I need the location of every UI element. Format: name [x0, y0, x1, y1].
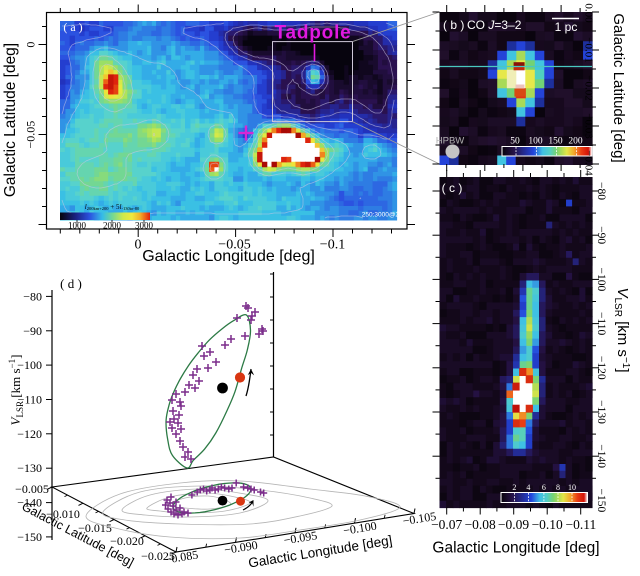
svg-text:−0.005: −0.005	[15, 482, 49, 496]
svg-text:50: 50	[510, 137, 520, 147]
svg-text:Galactic Longitude [deg]: Galactic Longitude [deg]	[142, 248, 315, 265]
svg-text:−150: −150	[595, 489, 607, 513]
svg-text:1000: 1000	[68, 221, 87, 231]
svg-text:−120: −120	[595, 356, 607, 380]
svg-text:−0.04: −0.04	[583, 150, 595, 176]
svg-text:−100: −100	[17, 358, 42, 372]
svg-text:−0.100: −0.100	[342, 519, 378, 538]
svg-text:−0.08: −0.08	[465, 517, 496, 532]
svg-text:( c ): ( c )	[442, 181, 463, 195]
svg-text:−0.090: −0.090	[223, 538, 259, 557]
svg-text:−0.020: −0.020	[110, 534, 144, 548]
svg-text:−150: −150	[17, 530, 42, 544]
svg-text:−0.015: −0.015	[78, 521, 112, 535]
svg-text:HPBW: HPBW	[436, 136, 465, 147]
svg-text:4: 4	[526, 483, 530, 492]
svg-text:VLSR [km s−1]: VLSR [km s−1]	[612, 287, 631, 372]
svg-text:250:3000@250: 250:3000@250	[362, 212, 407, 219]
svg-text:3000: 3000	[135, 221, 154, 231]
svg-text:−0.09: −0.09	[498, 517, 529, 532]
svg-text:Galactic Longitude [deg]: Galactic Longitude [deg]	[432, 540, 599, 557]
svg-text:−90: −90	[23, 324, 42, 338]
svg-text:200: 200	[568, 137, 583, 147]
svg-text:−0.05: −0.05	[218, 238, 250, 253]
svg-text:−0.03: −0.03	[583, 113, 595, 139]
svg-text:VLSR [km s−1]: VLSR [km s−1]	[7, 355, 25, 426]
svg-text:−0.095: −0.095	[283, 528, 319, 547]
svg-text:CO J=3–2: CO J=3–2	[467, 18, 522, 32]
svg-text:−90: −90	[595, 226, 607, 244]
svg-text:( a ): ( a )	[63, 20, 82, 34]
svg-text:( d ): ( d )	[60, 276, 82, 291]
svg-text:−0.105: −0.105	[402, 509, 438, 528]
svg-text:−80: −80	[23, 289, 42, 303]
svg-text:100: 100	[528, 137, 543, 147]
svg-text:0: 0	[24, 42, 38, 48]
svg-text:1 pc: 1 pc	[555, 20, 578, 34]
svg-text:l200km+200 + 5l-130to-80: l200km+200 + 5l-130to-80	[85, 203, 140, 211]
svg-text:−100: −100	[595, 268, 607, 292]
svg-text:Tadpole: Tadpole	[274, 23, 351, 44]
svg-text:0: 0	[135, 238, 142, 253]
svg-text:−0.11: −0.11	[566, 517, 597, 532]
svg-text:−140: −140	[17, 496, 42, 510]
svg-text:−130: −130	[595, 400, 607, 424]
svg-text:150: 150	[548, 137, 563, 147]
svg-text:−110: −110	[18, 392, 42, 406]
svg-text:10: 10	[568, 483, 576, 492]
svg-text:2: 2	[512, 483, 516, 492]
svg-text:2000: 2000	[103, 221, 122, 231]
svg-text:−0.010: −0.010	[46, 507, 80, 521]
svg-text:−110: −110	[595, 312, 607, 336]
svg-text:8: 8	[556, 483, 560, 492]
svg-text:−0.1: −0.1	[320, 238, 345, 253]
svg-text:0.00: 0.00	[583, 3, 595, 23]
svg-text:−130: −130	[17, 461, 42, 475]
svg-text:−80: −80	[595, 182, 607, 200]
svg-text:−120: −120	[17, 427, 42, 441]
svg-text:−0.025: −0.025	[141, 549, 175, 563]
svg-text:−0.10: −0.10	[532, 517, 563, 532]
svg-text:−0.02: −0.02	[583, 75, 595, 100]
svg-text:6: 6	[542, 483, 546, 492]
svg-text:( b ): ( b )	[443, 18, 464, 32]
svg-text:−140: −140	[595, 444, 607, 468]
svg-text:−0.01: −0.01	[583, 37, 595, 62]
svg-text:Galactic Latitude [deg]: Galactic Latitude [deg]	[610, 13, 627, 162]
svg-text:−0.085: −0.085	[164, 547, 200, 566]
svg-text:Galactic Latitude [deg]: Galactic Latitude [deg]	[2, 43, 19, 197]
svg-text:−0.05: −0.05	[24, 121, 38, 149]
svg-text:−0.07: −0.07	[431, 517, 462, 532]
